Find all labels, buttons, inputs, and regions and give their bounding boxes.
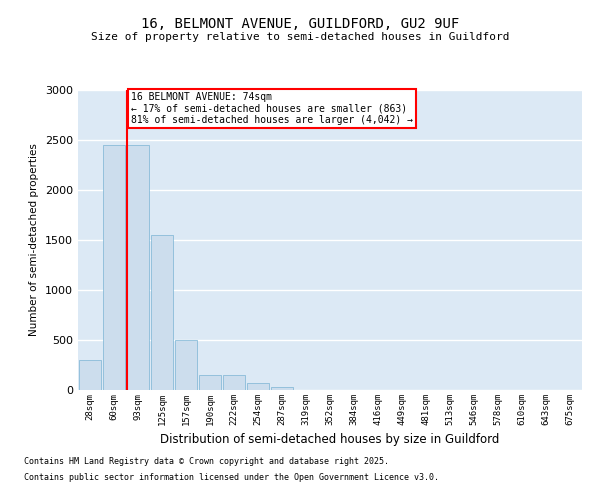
Bar bbox=[79, 360, 101, 390]
Bar bbox=[223, 375, 245, 390]
Text: 16 BELMONT AVENUE: 74sqm
← 17% of semi-detached houses are smaller (863)
81% of : 16 BELMONT AVENUE: 74sqm ← 17% of semi-d… bbox=[131, 92, 413, 125]
Bar bbox=[271, 387, 293, 390]
Bar bbox=[103, 145, 125, 390]
Y-axis label: Number of semi-detached properties: Number of semi-detached properties bbox=[29, 144, 40, 336]
Bar bbox=[151, 235, 173, 390]
X-axis label: Distribution of semi-detached houses by size in Guildford: Distribution of semi-detached houses by … bbox=[160, 434, 500, 446]
Text: Size of property relative to semi-detached houses in Guildford: Size of property relative to semi-detach… bbox=[91, 32, 509, 42]
Bar bbox=[247, 383, 269, 390]
Bar bbox=[199, 375, 221, 390]
Bar bbox=[127, 145, 149, 390]
Text: 16, BELMONT AVENUE, GUILDFORD, GU2 9UF: 16, BELMONT AVENUE, GUILDFORD, GU2 9UF bbox=[141, 18, 459, 32]
Text: Contains HM Land Registry data © Crown copyright and database right 2025.: Contains HM Land Registry data © Crown c… bbox=[24, 458, 389, 466]
Bar bbox=[175, 340, 197, 390]
Text: Contains public sector information licensed under the Open Government Licence v3: Contains public sector information licen… bbox=[24, 472, 439, 482]
